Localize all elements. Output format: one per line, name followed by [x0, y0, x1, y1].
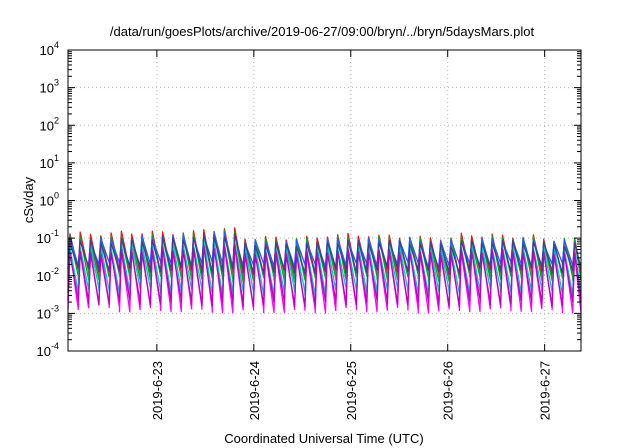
y-tick-label: 10-2	[37, 266, 59, 284]
x-tick-label: 2019-6-24	[247, 361, 262, 420]
y-tick-label: 102	[40, 115, 59, 133]
series-layer	[67, 227, 582, 314]
x-axis-label: Coordinated Universal Time (UTC)	[224, 431, 423, 446]
x-tick-label: 2019-6-26	[441, 361, 456, 420]
y-tick-label: 10-1	[37, 228, 59, 246]
y-tick-label: 10-4	[37, 341, 59, 359]
x-tick-label: 2019-6-23	[150, 361, 165, 420]
chart-title: /data/run/goesPlots/archive/2019-06-27/0…	[110, 24, 535, 39]
y-tick-label: 100	[40, 191, 59, 209]
y-tick-label: 10-3	[37, 303, 59, 321]
y-axis-label: cSv/day	[21, 176, 36, 223]
y-tick-label: 101	[40, 153, 59, 171]
series-line	[67, 244, 582, 308]
y-tick-label: 104	[40, 40, 59, 58]
series-line	[67, 232, 582, 275]
x-tick-label: 2019-6-25	[344, 361, 359, 420]
axes: 10-4 10-3 10-2 10-1 100 101 102 103 104 2019-6-23…	[37, 40, 581, 420]
x-tick-label: 2019-6-27	[538, 361, 553, 420]
y-tick-label: 103	[40, 78, 59, 96]
